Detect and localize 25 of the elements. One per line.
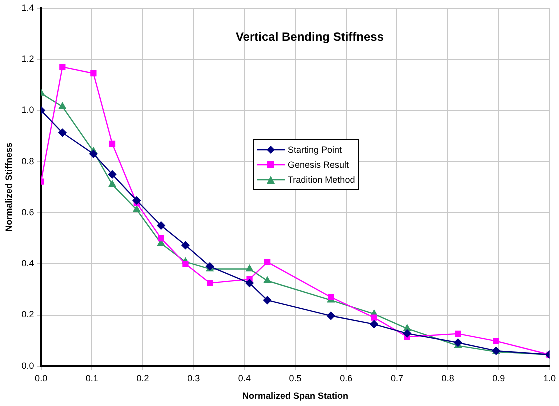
x-tick-label: 0.3 [188, 373, 200, 384]
y-axis-title: Normalized Stiffness [4, 142, 14, 232]
x-tick-label: 0.8 [442, 373, 454, 384]
x-tick-label: 0.4 [238, 373, 251, 384]
y-tick-label: 1.2 [22, 54, 34, 64]
y-tick-label: 0.6 [22, 207, 34, 218]
text: Vertical Bending Stiffness [236, 30, 384, 44]
x-tick-label: 0.5 [289, 373, 302, 384]
y-tick-label: 1.4 [22, 2, 34, 13]
y-tick-label: 1.0 [22, 105, 34, 116]
y-tick-label: 0.4 [22, 258, 34, 269]
x-tick-label: 0.1 [86, 373, 98, 384]
y-tick-label: 0.8 [22, 156, 34, 166]
x-tick-label: 0.2 [136, 373, 150, 384]
y-tick-label: 0.0 [22, 360, 34, 371]
x-tick-label: 1.0 [543, 373, 556, 384]
x-tick-label: 0.0 [35, 373, 48, 384]
x-axis-title: Normalized Span Station [242, 391, 349, 402]
legend-label: Tradition Method [288, 174, 356, 184]
x-tick-label: 0.6 [340, 373, 353, 384]
x-tick-label: 0.7 [390, 373, 404, 384]
y-tick-label: 0.2 [22, 310, 34, 320]
x-tick-label: 0.9 [492, 373, 506, 384]
legend-label: Starting Point [288, 144, 342, 154]
legend-label: Genesis Result [288, 160, 350, 170]
